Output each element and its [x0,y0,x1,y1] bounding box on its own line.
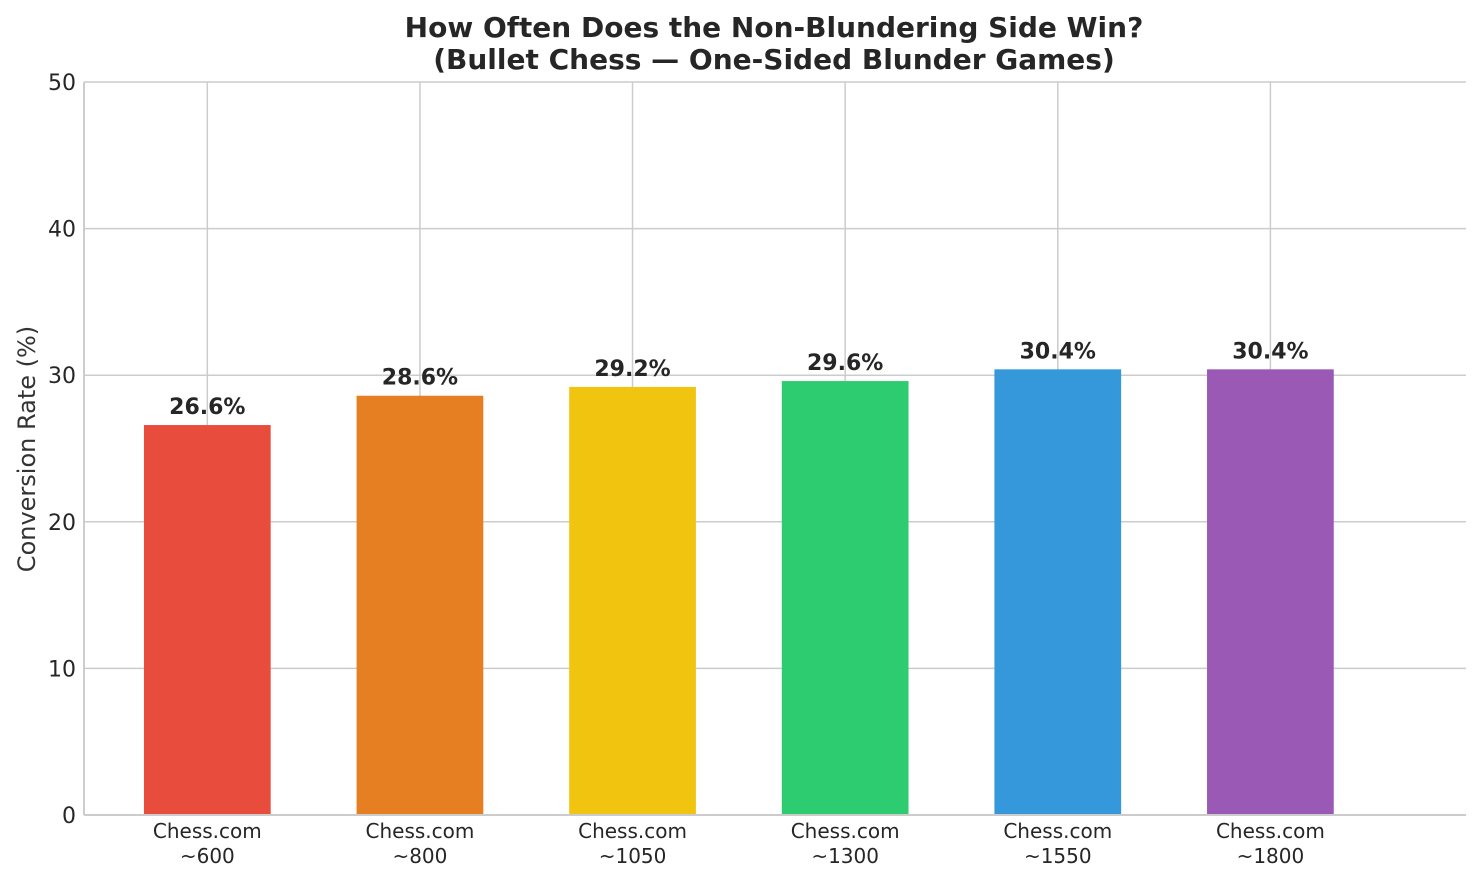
y-axis-label: Conversion Rate (%) [13,326,41,572]
x-tick-label: Chess.com [578,819,687,843]
x-tick-label: Chess.com [791,819,900,843]
bar [994,369,1122,815]
x-tick-label: Chess.com [366,819,475,843]
y-tick-label: 20 [48,511,76,536]
bar-value-label: 26.6% [169,395,245,420]
bars [143,369,1334,815]
bar [143,425,271,815]
y-tick-label: 30 [48,364,76,389]
x-tick-label: Chess.com [1216,819,1325,843]
x-tick-label: ~800 [392,844,447,868]
y-tick-label: 50 [48,71,76,96]
bar [1207,369,1334,815]
y-tick-label: 10 [48,657,76,682]
x-tick-label: ~1050 [599,844,667,868]
bar [569,386,696,815]
chart-title-line-1: How Often Does the Non-Blundering Side W… [405,11,1144,44]
x-tick-label: ~1300 [811,844,879,868]
x-tick-label: Chess.com [1003,819,1112,843]
bar-value-label: 30.4% [1020,339,1096,364]
axes [83,82,1466,816]
bar-value-label: 30.4% [1232,339,1308,364]
x-tick-label: ~1800 [1237,844,1305,868]
bar [781,381,909,815]
x-tick-label: ~600 [180,844,235,868]
bar-value-label: 29.2% [594,357,670,382]
x-tick-label: ~1550 [1024,844,1092,868]
bar [356,395,484,815]
bar-value-label: 29.6% [807,351,883,376]
labels: 0102030405026.6%Chess.com~60028.6%Chess.… [48,71,1325,868]
x-tick-label: Chess.com [153,819,262,843]
chart-title-line-2: (Bullet Chess — One-Sided Blunder Games) [433,43,1115,76]
bar-value-label: 28.6% [382,366,458,391]
y-tick-label: 40 [48,218,76,243]
y-tick-label: 0 [62,804,76,829]
chart-title: How Often Does the Non-Blundering Side W… [405,11,1144,76]
